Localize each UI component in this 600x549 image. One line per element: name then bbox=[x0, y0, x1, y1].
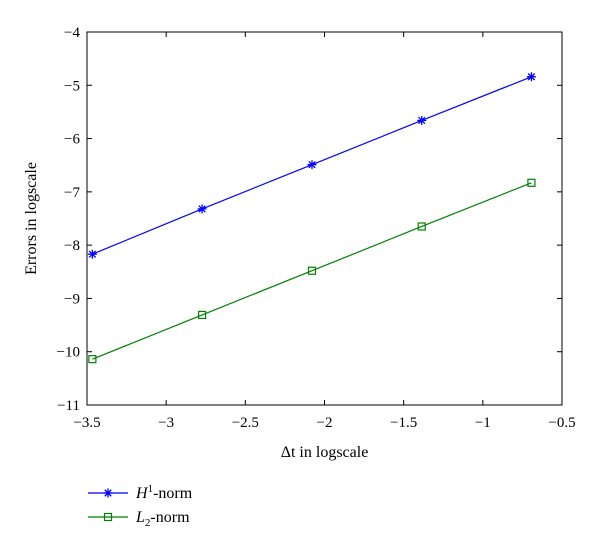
series-2-point bbox=[198, 310, 207, 320]
y-tick-label: −8 bbox=[64, 238, 80, 254]
y-tick-label: −5 bbox=[64, 78, 80, 94]
x-tick-label: −1 bbox=[475, 415, 491, 431]
series-1-point bbox=[526, 72, 536, 82]
x-tick-label: −3.5 bbox=[73, 415, 100, 431]
series-layer bbox=[87, 72, 536, 364]
series-2-point bbox=[307, 266, 317, 275]
y-tick-label: −4 bbox=[64, 25, 80, 41]
series-1-point bbox=[307, 160, 317, 170]
y-axis-label: Errors in logscale bbox=[23, 162, 40, 275]
series-1-point bbox=[417, 115, 427, 125]
series-line-2 bbox=[92, 182, 532, 360]
series-2-point bbox=[527, 178, 536, 187]
x-tick-label: −0.5 bbox=[548, 415, 575, 431]
x-tick-label: −2 bbox=[317, 415, 333, 431]
legend-marker bbox=[103, 512, 113, 522]
y-tick-label: −9 bbox=[64, 291, 80, 307]
y-tick-label: −10 bbox=[57, 345, 80, 361]
series-1-point bbox=[197, 204, 207, 214]
legend-label: L2-norm bbox=[135, 509, 190, 529]
legend-item-1: H1-norm bbox=[88, 483, 193, 502]
x-tick-label: −1.5 bbox=[390, 415, 417, 431]
legend-item-2: L2-norm bbox=[88, 509, 190, 529]
series-2-point bbox=[88, 355, 97, 364]
y-tick-label: −11 bbox=[57, 398, 80, 414]
legend: H1-norm L2-norm bbox=[88, 483, 193, 529]
x-tick-label: −2.5 bbox=[232, 415, 259, 431]
x-tick-label: −3 bbox=[158, 415, 174, 431]
legend-marker bbox=[103, 488, 113, 498]
ticks: −3.5 −3 −2.5 −2 −1.5 −1 −0.5 −11 −10 −9 −8 −7 −6 −5 −4 bbox=[57, 25, 576, 431]
series-1-point bbox=[87, 249, 97, 259]
y-tick-label: −7 bbox=[64, 185, 80, 201]
series-2-point bbox=[417, 222, 426, 231]
plot-area bbox=[86, 31, 563, 406]
y-tick-label: −6 bbox=[64, 132, 80, 148]
legend-label: H1-norm bbox=[135, 483, 193, 502]
x-axis-label: Δt in logscale bbox=[281, 444, 369, 461]
